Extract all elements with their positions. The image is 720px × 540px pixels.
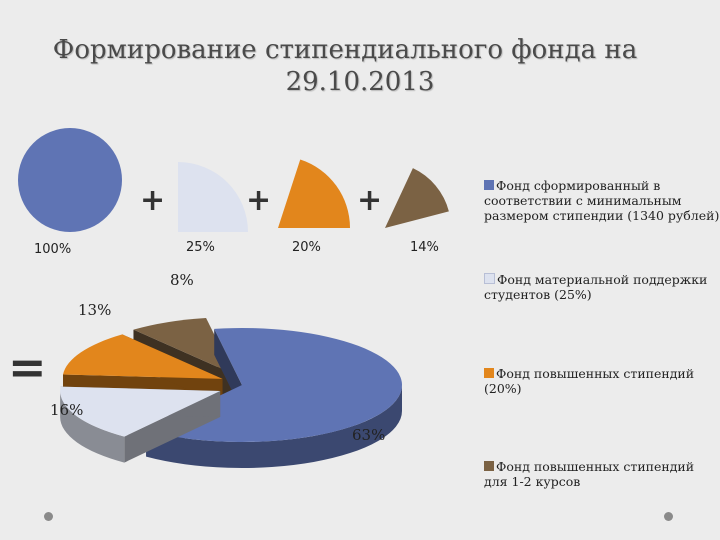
legend-swatch <box>484 273 495 284</box>
page-title: Формирование стипендиального фонда на <box>52 35 638 65</box>
shape-label-25: 25% <box>186 240 215 255</box>
pie-slice-16-percent <box>60 386 221 463</box>
plus-operator-3: + <box>357 183 383 218</box>
pie-data-label-13: 13% <box>78 301 112 319</box>
shape-label-20: 20% <box>292 240 321 255</box>
shape-full-circle <box>18 128 122 232</box>
plus-operator-1: + <box>140 183 166 218</box>
nav-dot-right <box>664 512 673 521</box>
equals-operator: = <box>8 340 47 394</box>
pie-slice-top <box>63 334 223 379</box>
legend-label: Фонд сформированный в соответствии с мин… <box>484 178 720 223</box>
shape-quarter-sector <box>178 162 248 232</box>
shape-seventh-sector <box>385 168 449 228</box>
pie-slice-top <box>133 317 234 375</box>
plus-operator-2: + <box>246 183 272 218</box>
legend-item-increased-fund: Фонд повышенных стипендий (20%) <box>484 366 720 396</box>
legend-label: Фонд повышенных стипендий (20%) <box>484 366 695 396</box>
legend-swatch <box>484 180 494 190</box>
pie-slice-outer-wall <box>60 390 125 463</box>
pie-slice-top <box>60 386 221 437</box>
page-subtitle-date: 29.10.2013 <box>285 67 435 97</box>
legend-label: Фонд повышенных стипендий для 1-2 курсов <box>484 459 695 489</box>
pie-data-label-16: 16% <box>50 401 84 419</box>
shape-fifth-sector <box>278 159 350 228</box>
nav-dot-left <box>44 512 53 521</box>
pie-slice-outer-wall <box>146 385 402 469</box>
legend-item-support-fund: Фонд материальной поддержки студентов (2… <box>484 272 720 302</box>
legend-swatch <box>484 461 494 471</box>
shape-label-14: 14% <box>410 240 439 255</box>
pie-data-label-8: 8% <box>170 271 194 289</box>
shape-label-100: 100% <box>34 242 72 257</box>
legend-item-min-fund: Фонд сформированный в соответствии с мин… <box>484 178 720 223</box>
legend-item-first-years-fund: Фонд повышенных стипендий для 1-2 курсов <box>484 459 720 489</box>
legend-label: Фонд материальной поддержки студентов (2… <box>484 272 708 302</box>
pie-data-label-63: 63% <box>352 426 386 444</box>
legend-swatch <box>484 368 494 378</box>
